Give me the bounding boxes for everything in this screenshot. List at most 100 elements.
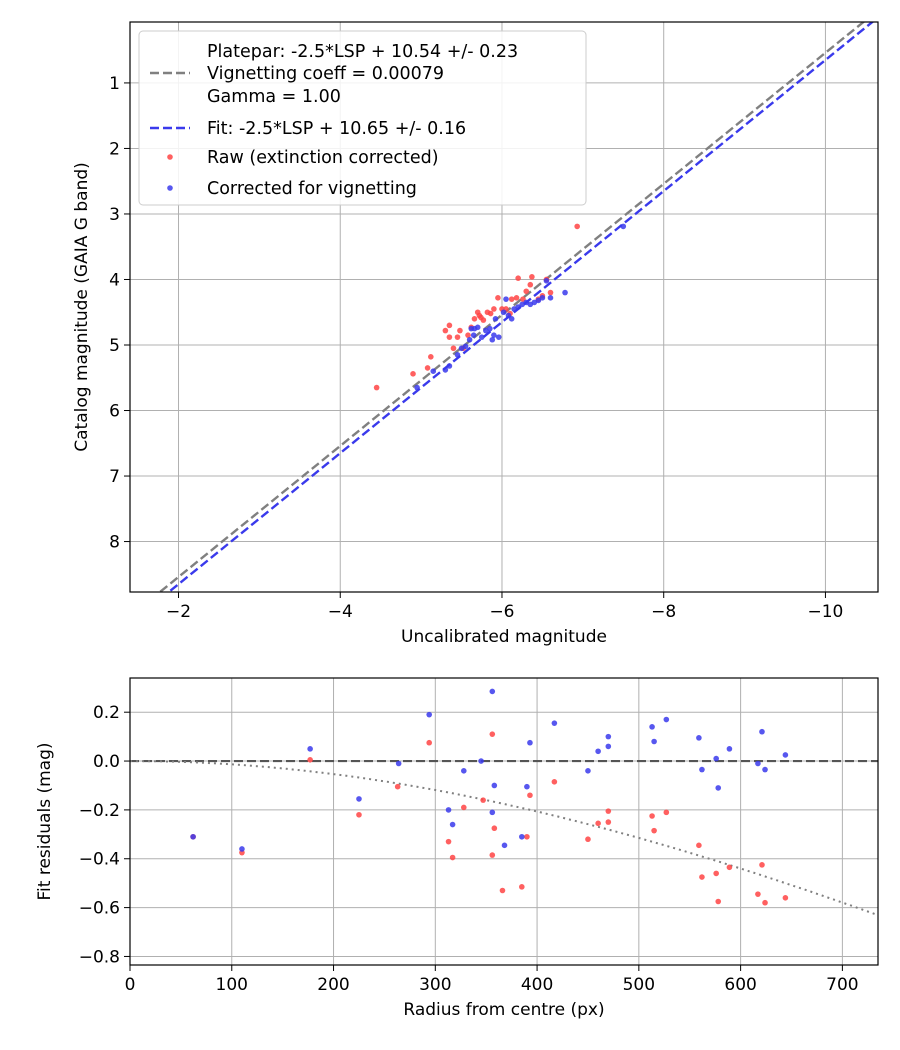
data-point xyxy=(426,711,433,718)
y-axis-title: Catalog magnitude (GAIA G band) xyxy=(72,162,92,452)
axes-frame xyxy=(129,677,879,966)
data-point xyxy=(782,895,789,901)
y-tick-label: 3 xyxy=(109,205,120,225)
data-point xyxy=(585,836,591,843)
data-point xyxy=(428,353,434,360)
y-tick-label: 7 xyxy=(109,467,120,487)
data-point xyxy=(489,852,496,858)
data-point xyxy=(547,295,554,301)
plot-area xyxy=(158,22,875,592)
data-point xyxy=(649,724,655,730)
data-point xyxy=(491,306,497,312)
data-point xyxy=(487,310,494,317)
data-point xyxy=(699,766,705,773)
data-point xyxy=(442,367,449,373)
data-point xyxy=(307,746,313,752)
x-tick-label: 600 xyxy=(724,975,756,995)
data-point xyxy=(696,735,702,741)
legend-entry-text: Vignetting coeff = 0.00079 xyxy=(207,64,444,84)
x-tick-label: −2 xyxy=(166,602,191,622)
legend-dot-marker xyxy=(167,185,173,191)
data-point xyxy=(500,309,507,316)
data-point xyxy=(551,720,558,726)
y-tick-label: 1 xyxy=(109,74,120,94)
x-tick-label: 0 xyxy=(125,975,136,995)
calibration-plot: −2 −4 −6 −8 −10 1 2 3 4 5 6 7 8 Uncalibrated magnitud… xyxy=(72,21,879,647)
data-point xyxy=(595,820,601,827)
data-point xyxy=(527,281,534,288)
data-point xyxy=(551,779,558,785)
data-point xyxy=(489,688,496,695)
data-point xyxy=(595,748,601,755)
data-point xyxy=(446,334,453,340)
series-corrected xyxy=(190,688,789,852)
data-point xyxy=(449,854,456,861)
data-point xyxy=(585,768,591,774)
x-tick-label: −6 xyxy=(489,602,514,622)
data-point xyxy=(499,887,506,894)
data-point xyxy=(454,352,461,358)
series-raw xyxy=(373,223,580,391)
data-point xyxy=(489,336,496,343)
data-point xyxy=(492,315,499,322)
series-raw xyxy=(190,731,789,906)
data-point xyxy=(373,384,380,391)
data-point xyxy=(414,384,420,391)
data-point xyxy=(454,334,461,340)
data-point xyxy=(543,277,550,284)
data-point xyxy=(503,296,509,302)
data-point xyxy=(759,862,765,868)
x-tick-label: 700 xyxy=(826,975,858,995)
data-point xyxy=(755,891,761,897)
y-tick-label: −0.2 xyxy=(79,801,120,821)
data-point xyxy=(462,343,469,350)
y-axis-title: Fit residuals (mag) xyxy=(35,743,55,901)
data-point xyxy=(471,315,478,322)
ticks xyxy=(124,82,826,598)
data-point xyxy=(713,870,719,877)
data-point xyxy=(605,743,612,750)
data-point xyxy=(539,295,546,301)
data-point xyxy=(446,363,453,369)
data-point xyxy=(527,792,533,799)
x-tick-label: −4 xyxy=(328,602,353,622)
y-tick-label: −0.8 xyxy=(79,947,120,967)
data-point xyxy=(535,297,542,304)
axes-frame xyxy=(129,21,879,593)
x-tick-label: 500 xyxy=(623,975,655,995)
data-point xyxy=(715,898,722,905)
y-tick-label: 0.0 xyxy=(93,752,120,772)
data-point xyxy=(442,327,449,334)
data-point xyxy=(726,864,733,871)
data-point xyxy=(445,807,452,813)
data-point xyxy=(508,315,515,322)
data-point xyxy=(508,296,515,302)
data-point xyxy=(489,731,496,737)
data-point xyxy=(649,813,655,819)
data-point xyxy=(450,345,457,352)
data-point xyxy=(470,332,477,338)
data-point xyxy=(605,733,612,740)
legend-entry-text: Fit: -2.5*LSP + 10.65 +/- 0.16 xyxy=(207,119,466,139)
x-tick-label: 400 xyxy=(521,975,553,995)
data-point xyxy=(515,304,521,310)
data-point xyxy=(430,368,437,375)
data-point xyxy=(755,760,761,767)
data-point xyxy=(239,846,245,852)
y-tick-label: 2 xyxy=(109,139,120,159)
y-tick-label: 4 xyxy=(109,270,120,290)
legend-entry-text: Platepar: -2.5*LSP + 10.54 +/- 0.23 xyxy=(207,42,518,62)
data-point xyxy=(307,757,313,763)
data-point xyxy=(663,809,670,816)
legend-entry-text: Raw (extinction corrected) xyxy=(207,148,439,168)
data-point xyxy=(465,332,471,338)
data-point xyxy=(190,833,196,840)
data-point xyxy=(356,796,362,802)
data-point xyxy=(394,783,401,790)
data-point xyxy=(461,804,467,811)
legend: Platepar: -2.5*LSP + 10.54 +/- 0.23Vigne… xyxy=(138,30,587,206)
data-point xyxy=(651,827,657,834)
data-point xyxy=(495,295,501,301)
data-point xyxy=(696,842,702,849)
